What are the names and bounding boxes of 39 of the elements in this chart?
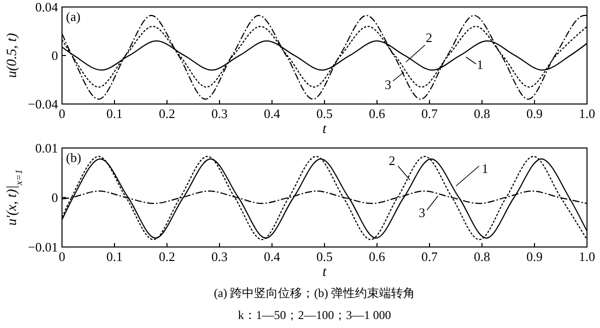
- series-label: 3: [418, 205, 426, 220]
- x-tick-label: 0.1: [106, 106, 123, 121]
- y-tick-label: 0: [52, 48, 58, 63]
- series-label: 2: [388, 153, 396, 168]
- y-tick-label: −0.04: [28, 96, 58, 112]
- x-axis-title: t: [322, 265, 328, 280]
- y-tick-label: 0.04: [35, 0, 58, 14]
- y-tick-label: −0.01: [28, 240, 58, 254]
- x-tick-label: 1.0: [578, 249, 596, 264]
- x-tick-label: 0.8: [474, 249, 490, 264]
- x-tick-label: 0.2: [158, 249, 176, 264]
- y-axis-title: u(0.5, t): [5, 32, 20, 78]
- x-axis-title: t: [322, 122, 328, 137]
- series-label: 3: [384, 77, 392, 92]
- x-tick-label: 0.2: [158, 106, 176, 121]
- legend-label: 1: [482, 161, 488, 176]
- series-label: 2: [426, 30, 432, 45]
- legend-label: 1: [476, 57, 484, 72]
- text: (a) 跨中竖向位移；(b) 弹性约束端转角: [214, 286, 416, 300]
- x-tick-label: 0.9: [526, 249, 543, 264]
- x-tick-label: 0.7: [421, 106, 438, 121]
- x-tick-label: 0.3: [211, 106, 228, 121]
- x-tick-label: 1.0: [578, 106, 596, 121]
- chart-title: (a): [66, 9, 80, 24]
- text: k：1—50；2—100；3—1 000: [238, 308, 391, 322]
- x-tick-label: 0.7: [421, 249, 438, 264]
- x-tick-label: 0.6: [368, 106, 386, 121]
- x-tick-label: 0.8: [474, 106, 490, 121]
- y-tick-label: 0.01: [35, 140, 58, 156]
- x-tick-label: 0.1: [106, 249, 123, 264]
- x-tick-label: 0.4: [264, 249, 281, 264]
- chart-title: (b): [66, 150, 82, 165]
- x-tick-label: 0.9: [526, 106, 543, 121]
- y-tick-label: 0: [52, 190, 58, 205]
- x-tick-label: 0.6: [368, 249, 386, 264]
- x-tick-label: 0.4: [264, 106, 281, 121]
- x-tick-label: 0.5: [316, 106, 333, 121]
- x-tick-label: 0.5: [316, 249, 333, 264]
- x-tick-label: 0.3: [211, 249, 228, 264]
